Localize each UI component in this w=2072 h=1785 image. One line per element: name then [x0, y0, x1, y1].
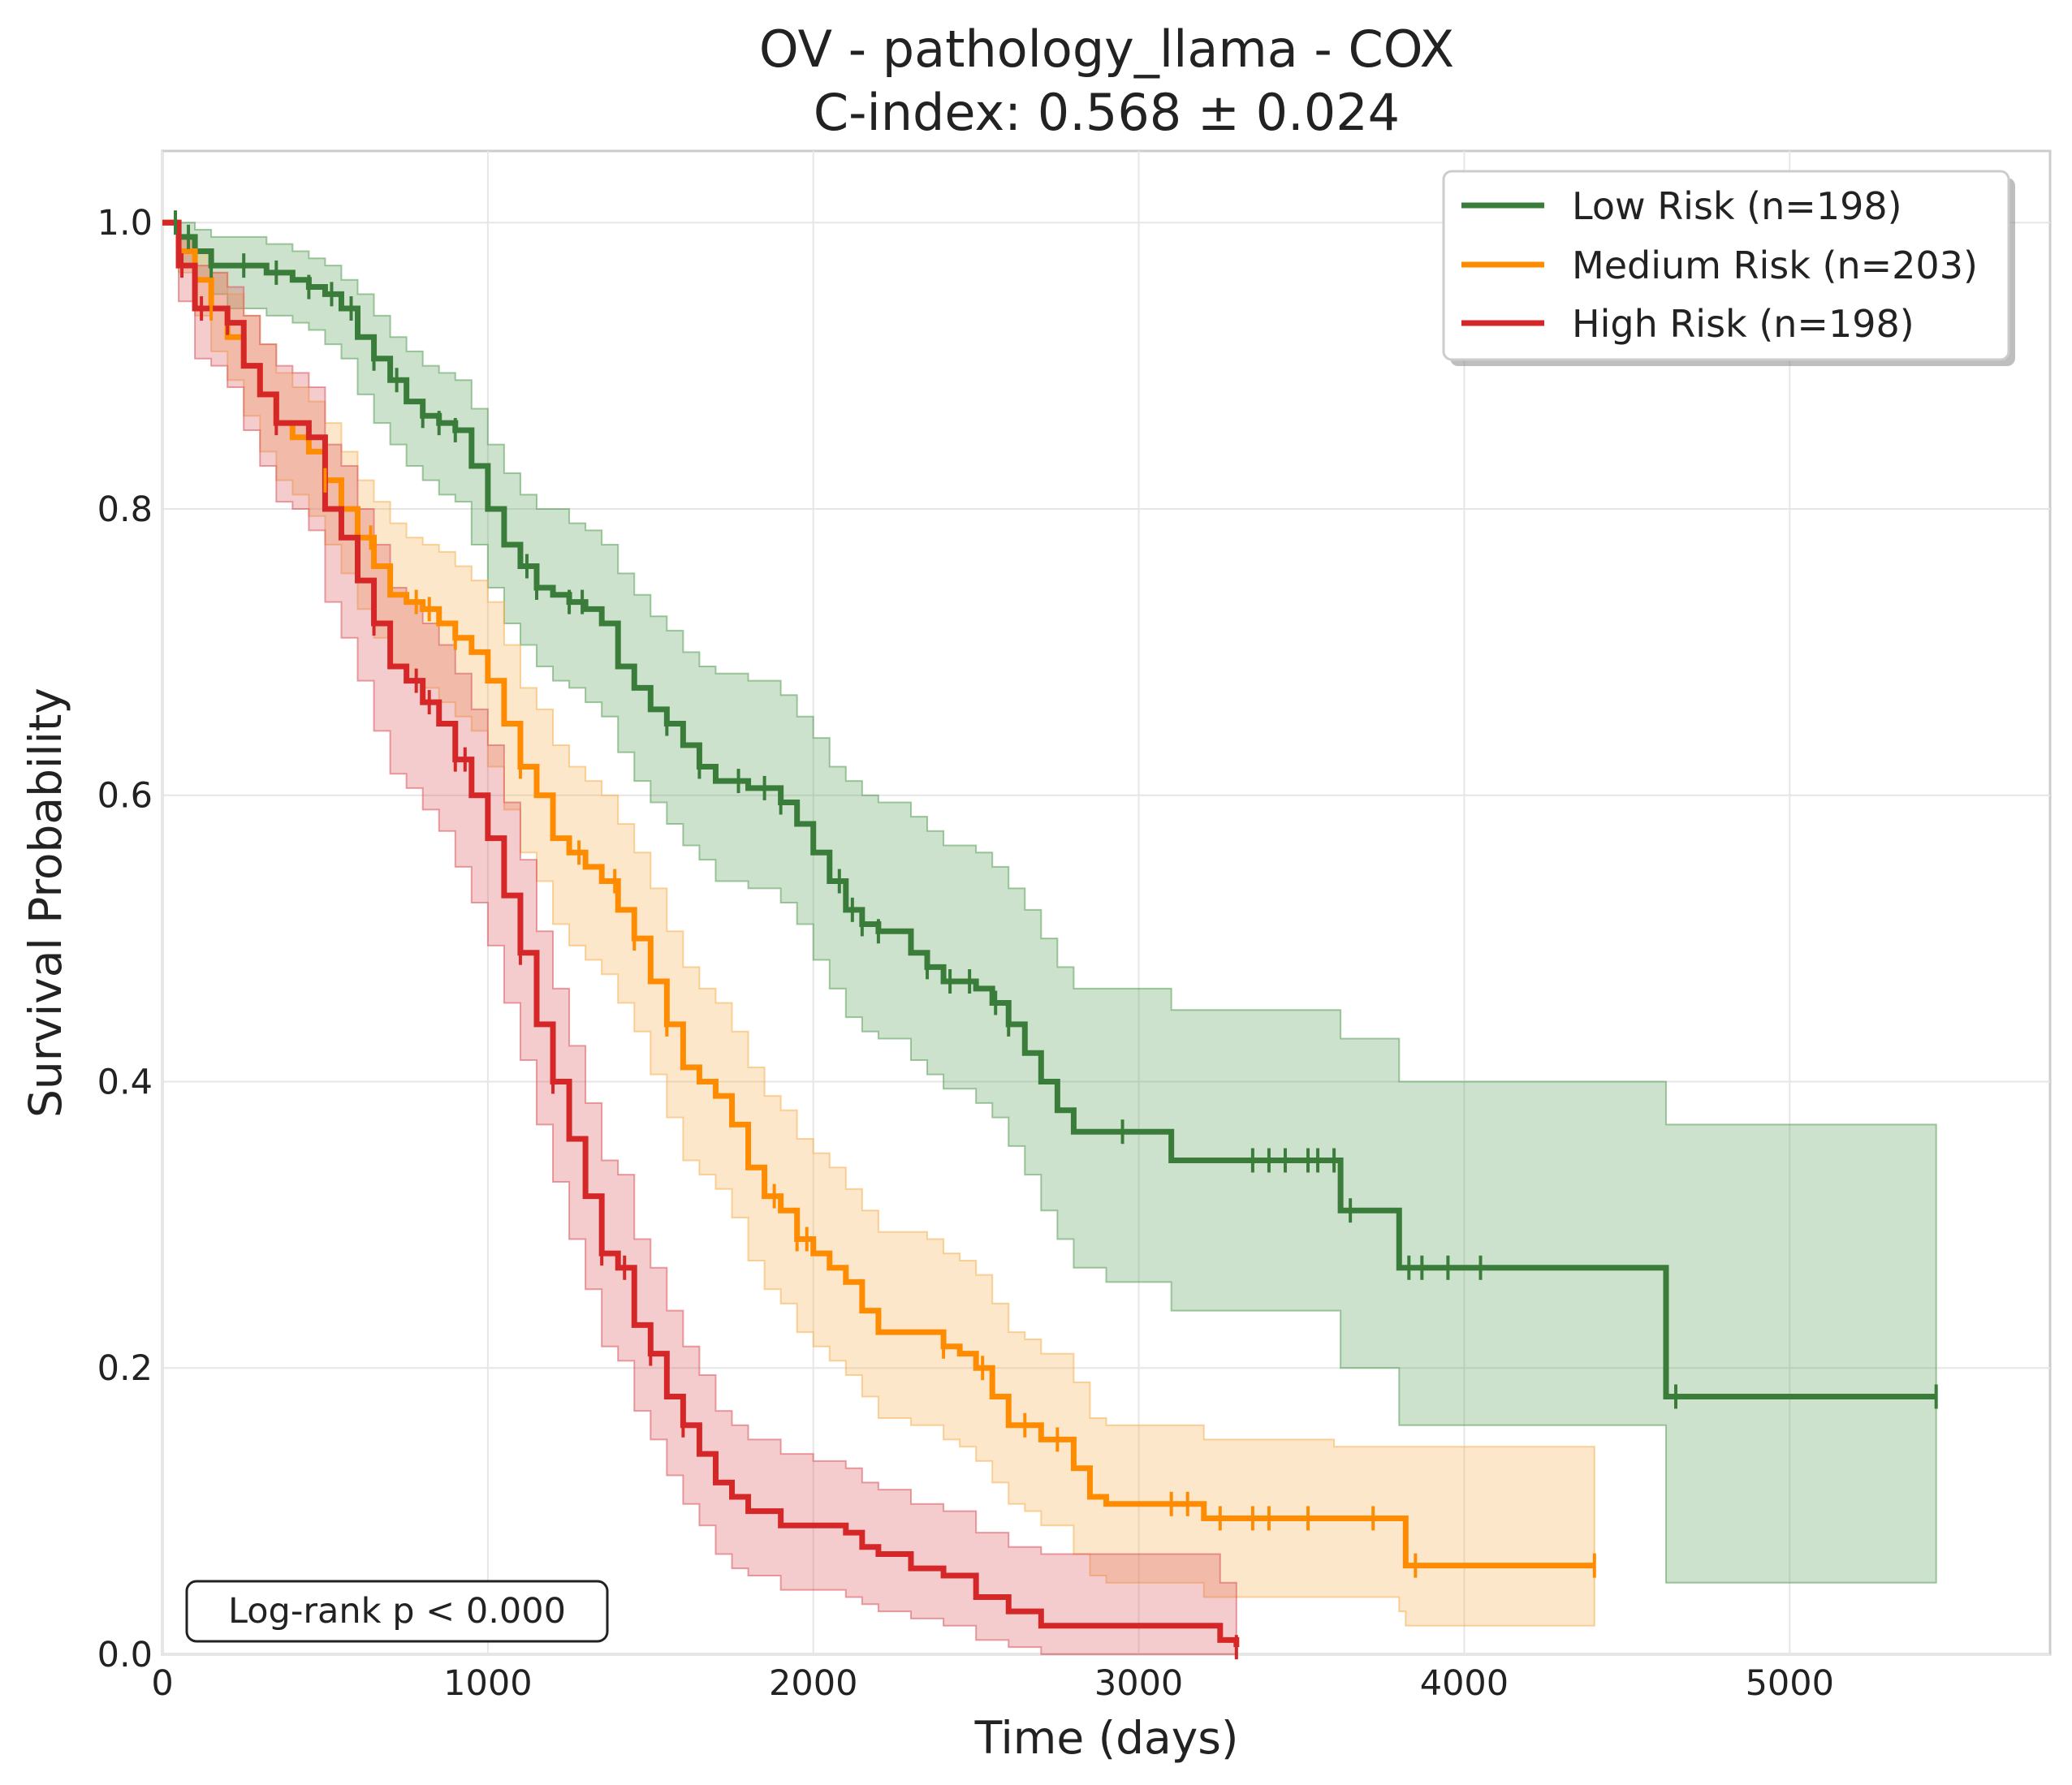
chart-subtitle: C-index: 0.568 ± 0.024 [814, 83, 1400, 142]
survival-curve-low-risk [162, 219, 1936, 1400]
legend: Low Risk (n=198) Medium Risk (n=203) Hig… [1442, 170, 2015, 366]
survival-curve-high-risk [162, 219, 1240, 1648]
y-tick-label: 0.4 [97, 1062, 153, 1102]
x-axis-label: Time (days) [974, 1712, 1239, 1764]
x-axis-ticks: 0 1000 2000 3000 4000 5000 [151, 1663, 1834, 1704]
y-axis-label: Survival Probability [19, 688, 71, 1118]
x-tick-label: 5000 [1746, 1663, 1834, 1704]
legend-label-medium-risk: Medium Risk (n=203) [1572, 244, 1978, 287]
x-tick-label: 2000 [769, 1663, 857, 1704]
confidence-band-high-risk [162, 222, 1237, 1655]
logrank-annotation: Log-rank p < 0.000 [185, 1580, 609, 1643]
x-tick-label: 1000 [443, 1663, 532, 1704]
censor-marks [174, 210, 1938, 1660]
y-axis-ticks: 0.0 0.2 0.4 0.6 0.8 1.0 [97, 203, 153, 1675]
y-tick-label: 0.2 [97, 1348, 153, 1389]
y-tick-label: 0.6 [97, 776, 153, 817]
y-tick-label: 0.0 [97, 1635, 153, 1675]
x-tick-label: 3000 [1094, 1663, 1183, 1704]
legend-box [1442, 170, 2010, 361]
y-tick-label: 0.8 [97, 489, 153, 530]
y-tick-label: 1.0 [97, 203, 153, 244]
confidence-band-low-risk [162, 222, 1937, 1584]
confidence-bands [162, 222, 1937, 1655]
x-tick-label: 4000 [1420, 1663, 1509, 1704]
legend-label-high-risk: High Risk (n=198) [1572, 302, 1914, 346]
logrank-text: Log-rank p < 0.000 [228, 1591, 566, 1632]
chart-title: OV - pathology_llama - COX [759, 19, 1454, 79]
x-tick-label: 0 [151, 1663, 173, 1704]
logrank-box [185, 1580, 609, 1643]
legend-label-low-risk: Low Risk (n=198) [1572, 184, 1902, 228]
